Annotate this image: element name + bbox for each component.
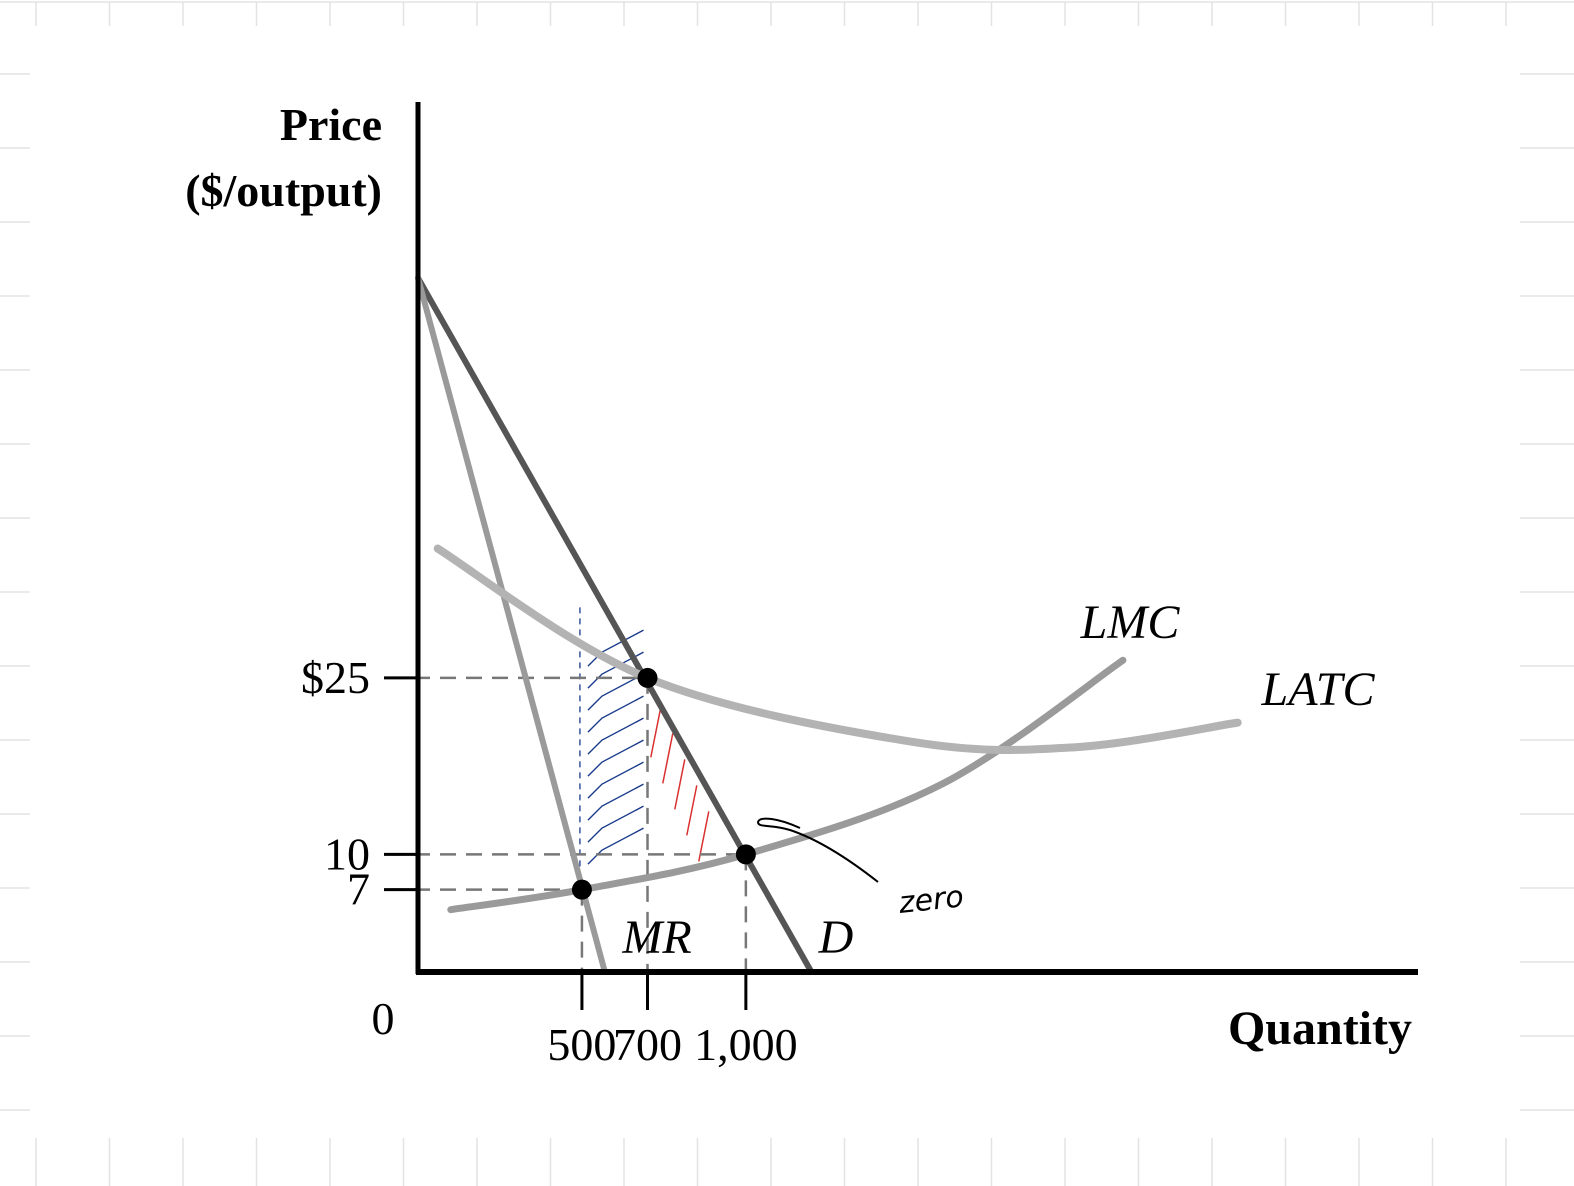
- hatch-stroke-blue: [587, 827, 644, 865]
- x-tick-label: 700: [613, 1019, 682, 1070]
- y-tick-label: 10: [324, 828, 370, 879]
- mr-label: MR: [621, 911, 691, 964]
- annotation-arrow: [756, 817, 879, 883]
- d-label: D: [818, 911, 854, 964]
- hatch-stroke-red: [650, 707, 662, 758]
- hatch-stroke-red: [698, 811, 710, 862]
- y-tick-label: $25: [301, 652, 370, 703]
- y-tick-label: 7: [347, 864, 370, 915]
- data-point: [735, 844, 756, 865]
- annotation-note: zero: [896, 879, 965, 921]
- hatch-stroke-blue: [587, 739, 644, 777]
- hatch-stroke-blue: [587, 805, 644, 843]
- hatch-stroke-blue: [587, 761, 644, 799]
- data-point: [571, 879, 592, 900]
- hatch-stroke-blue: [587, 673, 644, 711]
- origin-label: 0: [372, 993, 395, 1044]
- hatch-stroke-blue: [587, 651, 644, 689]
- curve-latc: [433, 544, 1242, 754]
- x-tick-label: 1,000: [694, 1019, 798, 1070]
- curve-lmc: [447, 656, 1127, 914]
- data-point: [637, 667, 658, 688]
- curves: [415, 275, 1242, 975]
- x-axis-label: Quantity: [1228, 1002, 1412, 1055]
- points: [571, 667, 756, 900]
- hatch-stroke-blue: [587, 695, 644, 733]
- hatch-regions: [579, 607, 710, 890]
- x-tick-label: 500: [547, 1019, 616, 1070]
- hatch-stroke-blue: [587, 783, 644, 821]
- latc-label: LATC: [1261, 663, 1376, 716]
- y-axis-label-line1: Price: [280, 99, 382, 150]
- hatch-stroke-red: [662, 733, 674, 784]
- lmc-label: LMC: [1080, 596, 1181, 649]
- curve-d: [415, 275, 815, 975]
- hatch-stroke-blue: [587, 717, 644, 755]
- hatch-stroke-red: [686, 785, 698, 836]
- y-axis-label-line2: ($/output): [185, 165, 382, 216]
- hatch-stroke-red: [674, 759, 686, 810]
- curve-mr: [415, 275, 608, 975]
